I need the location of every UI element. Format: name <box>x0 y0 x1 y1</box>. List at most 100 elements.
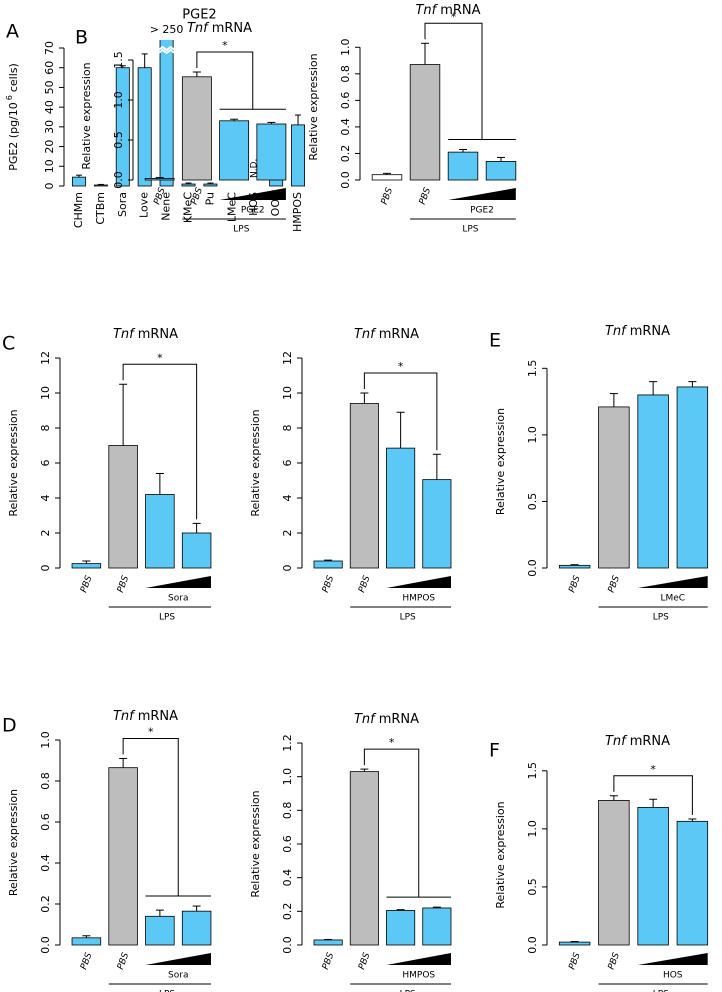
x-tick-label: PBS <box>380 186 395 206</box>
x-tick-label: PBS <box>357 951 372 971</box>
y-tick-label: 0.6 <box>339 92 352 110</box>
x-tick-label: PBS <box>567 574 582 594</box>
x-tick-label: PBS <box>607 951 622 971</box>
bar <box>676 386 709 569</box>
panel-label: B <box>75 27 88 49</box>
significance-bracket <box>122 363 198 520</box>
significance-bracket <box>363 748 452 898</box>
y-tick-label: 2 <box>281 530 294 537</box>
y-tick-label: 0.0 <box>526 936 539 954</box>
bar <box>93 184 108 187</box>
ramp <box>637 576 708 588</box>
title-text: mRNA <box>440 3 480 18</box>
axis-break <box>157 45 176 55</box>
x-tick-label: Nene <box>160 192 173 221</box>
significance-label: * <box>157 351 163 364</box>
title-text: mRNA <box>138 327 178 342</box>
gene-name: Tnf <box>113 709 136 724</box>
chart-title: Tnf mRNA <box>354 327 419 342</box>
x-tick-label: PBS <box>321 574 336 594</box>
bar <box>181 76 212 181</box>
y-tick-label: 60 <box>43 61 56 75</box>
y-tick-label: 1.0 <box>526 820 539 838</box>
panel-label: C <box>2 333 15 355</box>
x-tick-label: Love <box>138 192 151 218</box>
chart-title: PGE2 <box>182 8 216 23</box>
bar <box>598 406 630 569</box>
group-label: LPS <box>159 613 175 623</box>
x-tick-label: PBS <box>116 951 131 971</box>
treatment-label: HMPOS <box>402 971 435 981</box>
y-axis-label: Relative expression <box>494 408 507 515</box>
significance-label: * <box>148 725 154 738</box>
y-tick-label: 6 <box>39 460 52 467</box>
significance-bracket <box>363 372 438 451</box>
x-tick-label: PBS <box>357 574 372 594</box>
y-axis-label: Relative expression <box>7 409 20 516</box>
y-tick-label: 0.0 <box>281 936 294 954</box>
y-tick-label: 0.6 <box>281 835 294 853</box>
y-tick-label: 1.5 <box>526 360 539 378</box>
bar <box>447 151 479 181</box>
bar <box>108 445 138 569</box>
y-tick-label: 0.5 <box>526 493 539 511</box>
y-tick-label: 0.0 <box>39 936 52 954</box>
bar <box>71 176 86 187</box>
gene-name: Tnf <box>354 712 377 727</box>
y-tick-label: 0.8 <box>39 772 52 790</box>
y-tick-label: 10 <box>43 159 56 173</box>
y-tick-label: 1.5 <box>526 762 539 780</box>
chart-title: Tnf mRNA <box>187 21 252 36</box>
bar <box>108 767 138 946</box>
bar <box>422 907 452 946</box>
y-axis-label: Relative expression <box>307 53 320 160</box>
y-tick-label: 12 <box>281 351 294 365</box>
panel-label: D <box>2 715 17 737</box>
x-tick-label: PBS <box>321 951 336 971</box>
x-tick-label: PBS <box>79 951 94 971</box>
bar <box>558 564 591 569</box>
chart-title: Tnf mRNA <box>113 327 178 342</box>
y-tick-label: 0.2 <box>281 903 294 921</box>
y-axis-label: PGE2 (pg/10 6 cells) <box>5 63 21 171</box>
group-label: LPS <box>653 613 669 623</box>
significance-label: * <box>650 763 656 776</box>
y-tick-label: 0.4 <box>339 118 352 136</box>
bar <box>71 937 102 946</box>
y-tick-label: 0 <box>43 183 56 190</box>
chart-title: Tnf mRNA <box>113 709 178 724</box>
ramp <box>448 188 516 200</box>
y-tick-label: 20 <box>43 140 56 154</box>
x-tick-label: PBS <box>607 574 622 594</box>
bar <box>145 915 175 946</box>
y-tick-label: 8 <box>281 425 294 432</box>
group-label: LPS <box>233 225 249 235</box>
bar <box>203 183 218 187</box>
treatment-label: Sora <box>168 971 188 981</box>
y-tick-label: 1.5 <box>112 51 125 69</box>
gene-name: Tnf <box>187 21 210 36</box>
y-tick-label: 0.0 <box>112 171 125 189</box>
y-tick-label: 1.0 <box>526 426 539 444</box>
significance-label: * <box>222 39 228 52</box>
y-tick-label: 0.4 <box>281 869 294 887</box>
bar <box>181 183 196 187</box>
x-tick-label: CHMm <box>72 192 85 228</box>
y-tick-label: 10 <box>281 386 294 400</box>
bar <box>181 910 212 946</box>
gene-name: Tnf <box>605 734 628 749</box>
y-tick-label: 1.2 <box>281 734 294 752</box>
title-text: mRNA <box>630 324 670 339</box>
y-label-sup: 6 <box>5 95 14 100</box>
bar <box>558 941 591 946</box>
panel-label: E <box>489 330 501 352</box>
y-tick-label: 4 <box>39 495 52 502</box>
y-axis-label: Relative expression <box>80 62 93 169</box>
bar <box>313 560 343 569</box>
ramp <box>145 953 211 965</box>
ramp <box>637 953 708 965</box>
significance-bracket <box>122 737 211 897</box>
title-text: mRNA <box>630 734 670 749</box>
y-tick-label: 0 <box>281 565 294 572</box>
